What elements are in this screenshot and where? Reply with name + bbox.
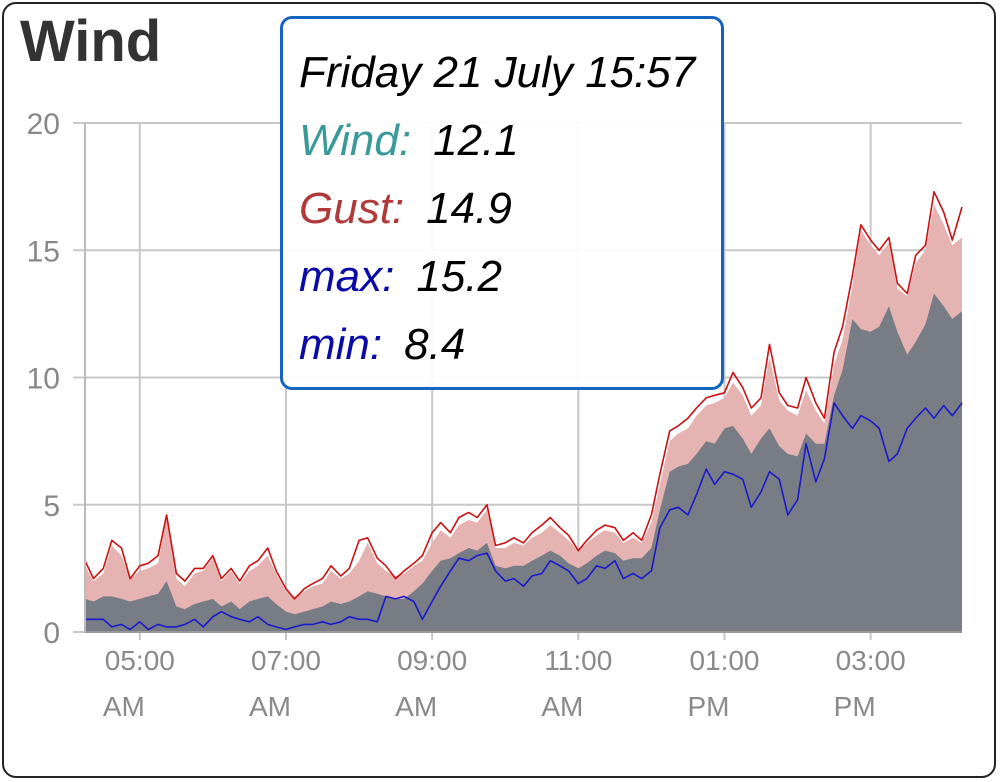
x-tick-label: 01:00 [689,645,759,676]
tooltip-row-gust: Gust: 14.9 [299,175,721,243]
x-tick-label: 03:00 [836,645,906,676]
max-line [84,190,963,600]
y-tick-label: 5 [43,490,60,523]
tooltip-row-wind: Wind: 12.1 [299,107,721,175]
wind-area [85,293,962,632]
tooltip-wind-label: Wind: [299,116,412,165]
tooltip-gust-label: Gust: [299,184,405,233]
y-tick-label: 20 [27,108,60,141]
tooltip-min-value: 8.4 [404,320,466,369]
tooltip-min-label: min: [299,320,383,369]
tooltip-row-max: max: 15.2 [299,243,721,311]
x-tick-label: 11:00 [544,645,612,676]
y-tick-label: 15 [27,235,60,268]
tooltip-row-min: min: 8.4 [299,311,721,379]
tooltip-date: Friday 21 July 15:57 [299,48,696,97]
x-tick-label: 09:00 [397,645,467,676]
tooltip-gust-value: 14.9 [426,184,512,233]
x-tick-label-ampm: AM [249,691,291,722]
y-tick-label: 0 [43,617,60,650]
chart-title: Wind [20,9,162,74]
tooltip-max-label: max: [299,252,395,301]
x-tick-label-ampm: PM [687,691,729,722]
x-tick-label-ampm: PM [834,691,876,722]
x-tick-label-ampm: AM [103,691,145,722]
tooltip-max-value: 15.2 [416,252,502,301]
x-tick-label: 07:00 [251,645,321,676]
x-tick-label-ampm: AM [395,691,437,722]
tooltip-wind-value: 12.1 [433,116,519,165]
x-tick-label-ampm: AM [541,691,583,722]
chart-tooltip: Friday 21 July 15:57 Wind: 12.1 Gust: 14.9… [280,16,724,390]
min-line [85,402,963,631]
x-tick-label: 05:00 [105,645,175,676]
y-tick-label: 10 [27,363,60,396]
